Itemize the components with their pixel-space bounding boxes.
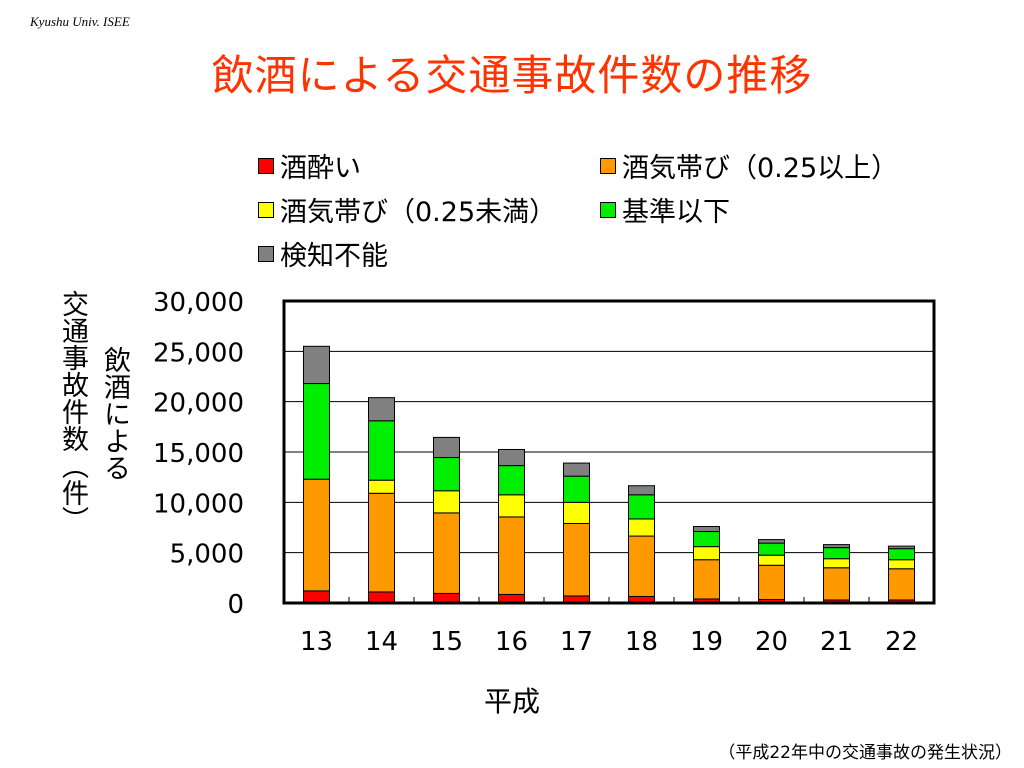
x-tick-label: 19 bbox=[690, 627, 723, 657]
chart-legend: 酒酔い 酒気帯び（0.25以上） 酒気帯び（0.25未満） 基準以下 検知不能 bbox=[258, 146, 978, 276]
x-tick-label: 18 bbox=[625, 627, 658, 657]
bar-segment bbox=[433, 490, 460, 514]
x-tick-label: 22 bbox=[885, 627, 918, 657]
bar-segment bbox=[693, 531, 720, 548]
bar-segment bbox=[758, 564, 785, 600]
plot-border bbox=[282, 299, 936, 605]
bar-segment bbox=[433, 512, 460, 594]
bar-segment bbox=[368, 420, 395, 481]
bar-segment bbox=[563, 501, 590, 524]
bar-segment bbox=[368, 492, 395, 593]
bar-segment bbox=[498, 494, 525, 518]
bar-segment bbox=[888, 559, 915, 570]
legend-label: 基準以下 bbox=[622, 197, 730, 228]
legend-swatch bbox=[258, 201, 274, 218]
legend-label: 酒酔い bbox=[280, 153, 361, 184]
x-tick-label: 13 bbox=[300, 627, 333, 657]
legend-swatch bbox=[600, 157, 616, 174]
bar-segment bbox=[368, 479, 395, 494]
y-tick-label: 10,000 bbox=[153, 489, 244, 519]
y-axis-label-secondary: 飲酒による bbox=[99, 346, 130, 481]
bar-segment bbox=[368, 591, 395, 604]
bar-segment bbox=[758, 554, 785, 566]
bar-segment bbox=[563, 462, 590, 477]
bar-segment bbox=[303, 345, 330, 385]
legend-item-below-standard: 基準以下 bbox=[600, 190, 730, 229]
x-tick-label: 17 bbox=[560, 627, 593, 657]
bar-segment bbox=[888, 568, 915, 601]
legend-label: 酒気帯び（0.25未満） bbox=[280, 197, 557, 228]
y-tick-label: 20,000 bbox=[153, 389, 244, 419]
y-tick-label: 30,000 bbox=[153, 288, 244, 318]
bar-segment bbox=[823, 544, 850, 549]
bar-segment bbox=[693, 559, 720, 600]
x-tick-label: 16 bbox=[495, 627, 528, 657]
x-tick-label: 15 bbox=[430, 627, 463, 657]
legend-swatch bbox=[600, 201, 616, 218]
source-note: （平成22年中の交通事故の発生状況） bbox=[718, 743, 1012, 763]
y-axis-label: 交通事故件数（件） bbox=[57, 290, 88, 533]
bar-segment bbox=[628, 485, 655, 496]
bar-segment bbox=[823, 547, 850, 560]
x-tick-label: 14 bbox=[365, 627, 398, 657]
slide-title: 飲酒による交通事故件数の推移 bbox=[211, 51, 813, 100]
legend-item-undetectable: 検知不能 bbox=[258, 234, 388, 273]
legend-item-drunk: 酒酔い bbox=[258, 146, 361, 185]
bar-segment bbox=[303, 590, 330, 604]
bar-segment bbox=[823, 567, 850, 601]
bar-segment bbox=[498, 465, 525, 496]
x-tick-label: 20 bbox=[755, 627, 788, 657]
legend-swatch bbox=[258, 245, 274, 262]
bar-segment bbox=[628, 535, 655, 597]
organization-label: Kyushu Univ. ISEE bbox=[30, 14, 130, 29]
legend-swatch bbox=[258, 157, 274, 174]
bar-segment bbox=[758, 542, 785, 556]
bar-segment bbox=[563, 475, 590, 503]
legend-item-alcohol-high: 酒気帯び（0.25以上） bbox=[600, 146, 898, 185]
bar-segment bbox=[628, 494, 655, 520]
legend-label: 検知不能 bbox=[280, 241, 388, 272]
bar-segment bbox=[628, 518, 655, 537]
bar-segment bbox=[693, 546, 720, 561]
legend-label: 酒気帯び（0.25以上） bbox=[622, 153, 899, 184]
bar-segment bbox=[563, 522, 590, 597]
bar-segment bbox=[888, 548, 915, 561]
bar-segment bbox=[693, 525, 720, 533]
x-axis-label: 平成 bbox=[483, 685, 540, 718]
bar-segment bbox=[433, 436, 460, 459]
bar-segment bbox=[433, 457, 460, 492]
bar-segment bbox=[498, 516, 525, 595]
legend-item-alcohol-low: 酒気帯び（0.25未満） bbox=[258, 190, 556, 229]
bar-segment bbox=[303, 478, 330, 592]
y-tick-label: 25,000 bbox=[153, 338, 244, 368]
y-tick-label: 15,000 bbox=[153, 439, 244, 469]
bar-segment bbox=[498, 448, 525, 467]
x-tick-label: 21 bbox=[820, 627, 853, 657]
bar-segment bbox=[823, 558, 850, 569]
y-tick-label: 5,000 bbox=[170, 540, 244, 570]
bar-segment bbox=[303, 383, 330, 480]
bar-segment bbox=[758, 539, 785, 544]
bar-segment bbox=[368, 397, 395, 422]
bar-segment bbox=[888, 545, 915, 550]
y-tick-label: 0 bbox=[227, 590, 244, 620]
